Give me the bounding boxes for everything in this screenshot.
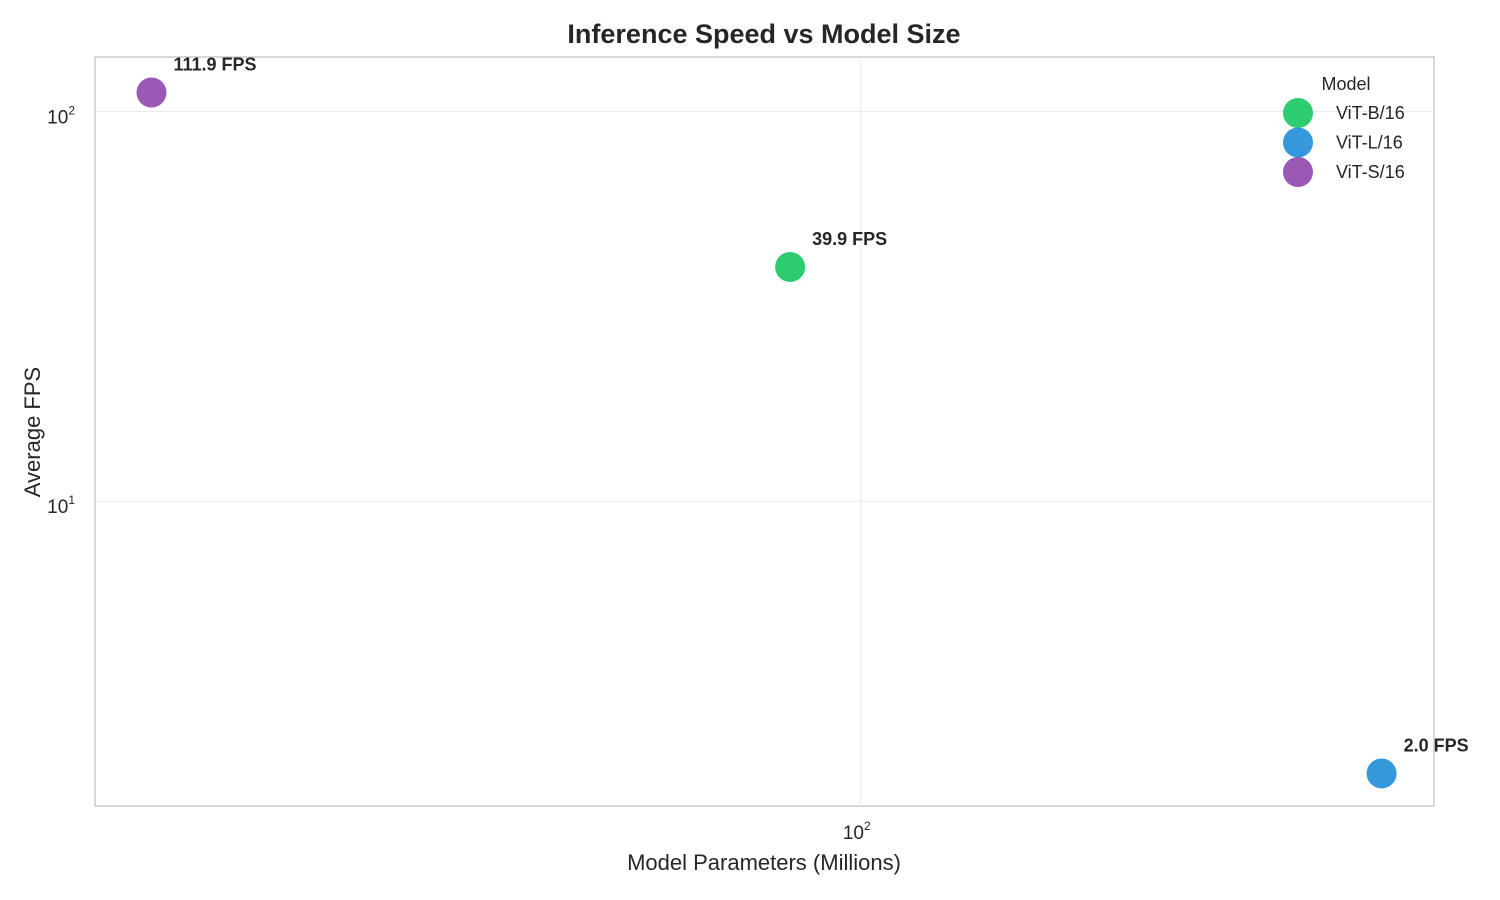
- y-tick-label: 102: [47, 103, 75, 128]
- legend-title: Model: [1321, 74, 1370, 94]
- x-axis-label: Model Parameters (Millions): [627, 850, 901, 875]
- legend-marker: [1283, 157, 1313, 187]
- y-tick-label: 101: [47, 493, 75, 518]
- legend-marker: [1283, 98, 1313, 128]
- y-axis-label: Average FPS: [20, 367, 45, 497]
- plot-frame: [94, 56, 1435, 807]
- legend-items: ViT-B/16 ViT-L/16 ViT-S/16: [1283, 98, 1405, 187]
- y-tick-exponent: 1: [68, 493, 75, 507]
- y-tick-base: 10: [47, 107, 68, 128]
- legend: Model ViT-B/16 ViT-L/16 ViT-S/16: [1283, 74, 1405, 187]
- data-point: [775, 251, 806, 282]
- legend-marker: [1283, 127, 1313, 158]
- x-tick-exponent: 2: [864, 819, 871, 833]
- data-label: 111.9 FPS: [174, 54, 257, 74]
- data-label: 39.9 FPS: [812, 229, 887, 249]
- y-tick-base: 10: [47, 497, 68, 518]
- plot-area: 39.9 FPS 2.0 FPS 111.9 FPS: [94, 54, 1469, 807]
- legend-label: ViT-S/16: [1336, 162, 1405, 182]
- data-marks: 39.9 FPS 2.0 FPS 111.9 FPS: [136, 54, 1469, 789]
- legend-label: ViT-B/16: [1336, 103, 1405, 123]
- legend-label: ViT-L/16: [1336, 133, 1403, 153]
- data-label: 2.0 FPS: [1404, 735, 1469, 755]
- y-tick-exponent: 2: [68, 103, 75, 117]
- grid-lines: [95, 57, 1434, 806]
- x-tick-label: 102: [843, 819, 871, 844]
- chart-title: Inference Speed vs Model Size: [567, 19, 960, 49]
- data-point: [1366, 758, 1397, 789]
- x-tick-base: 10: [843, 823, 864, 844]
- data-point: [136, 77, 167, 108]
